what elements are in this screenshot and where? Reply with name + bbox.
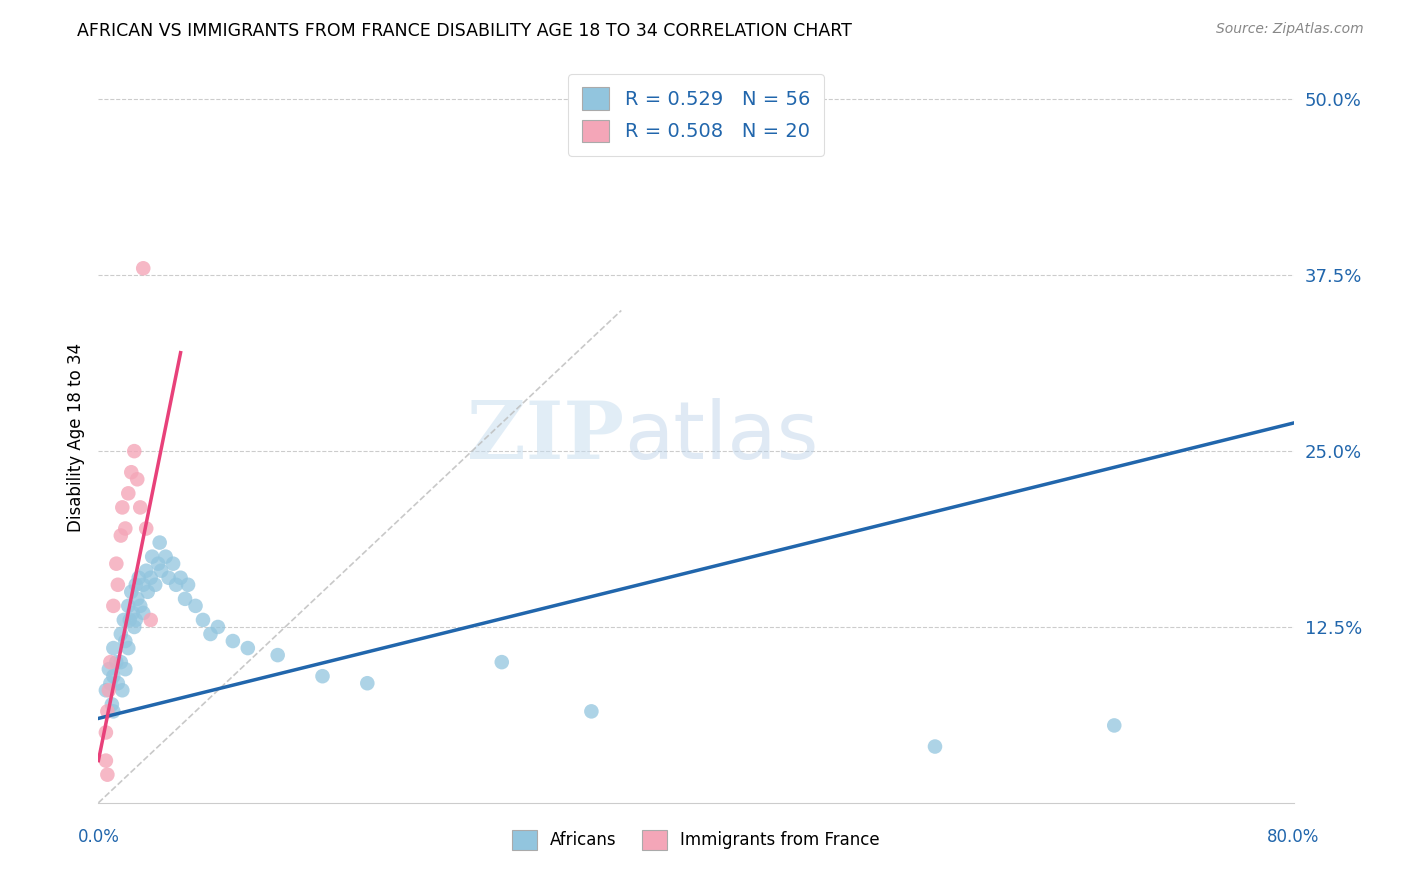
- Point: [117, 599, 139, 613]
- Point: [97, 683, 120, 698]
- Text: 80.0%: 80.0%: [1267, 828, 1320, 847]
- Point: [148, 557, 170, 571]
- Point: [311, 669, 333, 683]
- Point: [105, 655, 128, 669]
- Point: [141, 549, 163, 564]
- Point: [94, 754, 117, 768]
- Point: [149, 535, 172, 549]
- Point: [111, 500, 134, 515]
- Point: [96, 705, 118, 719]
- Point: [924, 739, 946, 754]
- Legend: Africans, Immigrants from France: Africans, Immigrants from France: [505, 823, 887, 856]
- Point: [143, 578, 166, 592]
- Point: [103, 599, 125, 613]
- Point: [132, 261, 155, 276]
- Point: [117, 641, 139, 656]
- Point: [98, 655, 122, 669]
- Point: [356, 676, 378, 690]
- Point: [125, 613, 148, 627]
- Point: [165, 578, 187, 592]
- Y-axis label: Disability Age 18 to 34: Disability Age 18 to 34: [66, 343, 84, 532]
- Point: [222, 634, 245, 648]
- Point: [1104, 718, 1126, 732]
- Point: [94, 725, 117, 739]
- Point: [110, 627, 132, 641]
- Point: [94, 683, 117, 698]
- Point: [103, 705, 125, 719]
- Point: [127, 591, 149, 606]
- Point: [125, 578, 148, 592]
- Point: [491, 655, 513, 669]
- Point: [150, 564, 173, 578]
- Point: [118, 613, 141, 627]
- Point: [98, 676, 122, 690]
- Point: [120, 584, 142, 599]
- Point: [101, 698, 124, 712]
- Point: [124, 444, 146, 458]
- Point: [127, 472, 149, 486]
- Point: [105, 557, 128, 571]
- Text: AFRICAN VS IMMIGRANTS FROM FRANCE DISABILITY AGE 18 TO 34 CORRELATION CHART: AFRICAN VS IMMIGRANTS FROM FRANCE DISABI…: [77, 22, 852, 40]
- Point: [132, 578, 155, 592]
- Text: ZIP: ZIP: [467, 398, 624, 476]
- Point: [191, 613, 214, 627]
- Text: Source: ZipAtlas.com: Source: ZipAtlas.com: [1216, 22, 1364, 37]
- Point: [155, 549, 177, 564]
- Point: [162, 557, 184, 571]
- Point: [114, 634, 136, 648]
- Text: 0.0%: 0.0%: [77, 828, 120, 847]
- Point: [174, 591, 197, 606]
- Point: [120, 465, 142, 479]
- Point: [107, 676, 129, 690]
- Point: [96, 767, 118, 781]
- Point: [121, 606, 143, 620]
- Point: [114, 521, 136, 535]
- Point: [129, 599, 152, 613]
- Point: [110, 528, 132, 542]
- Point: [177, 578, 200, 592]
- Point: [103, 669, 125, 683]
- Point: [136, 584, 159, 599]
- Point: [207, 620, 229, 634]
- Point: [200, 627, 222, 641]
- Point: [139, 571, 162, 585]
- Point: [135, 521, 157, 535]
- Point: [157, 571, 180, 585]
- Point: [132, 606, 155, 620]
- Point: [117, 486, 139, 500]
- Point: [129, 500, 152, 515]
- Point: [128, 571, 150, 585]
- Point: [112, 613, 135, 627]
- Point: [184, 599, 207, 613]
- Point: [236, 641, 259, 656]
- Text: atlas: atlas: [624, 398, 818, 476]
- Point: [169, 571, 191, 585]
- Point: [267, 648, 290, 662]
- Point: [97, 662, 120, 676]
- Point: [103, 641, 125, 656]
- Point: [124, 620, 146, 634]
- Point: [107, 578, 129, 592]
- Point: [110, 655, 132, 669]
- Point: [139, 613, 162, 627]
- Point: [111, 683, 134, 698]
- Point: [114, 662, 136, 676]
- Point: [581, 705, 603, 719]
- Point: [135, 564, 157, 578]
